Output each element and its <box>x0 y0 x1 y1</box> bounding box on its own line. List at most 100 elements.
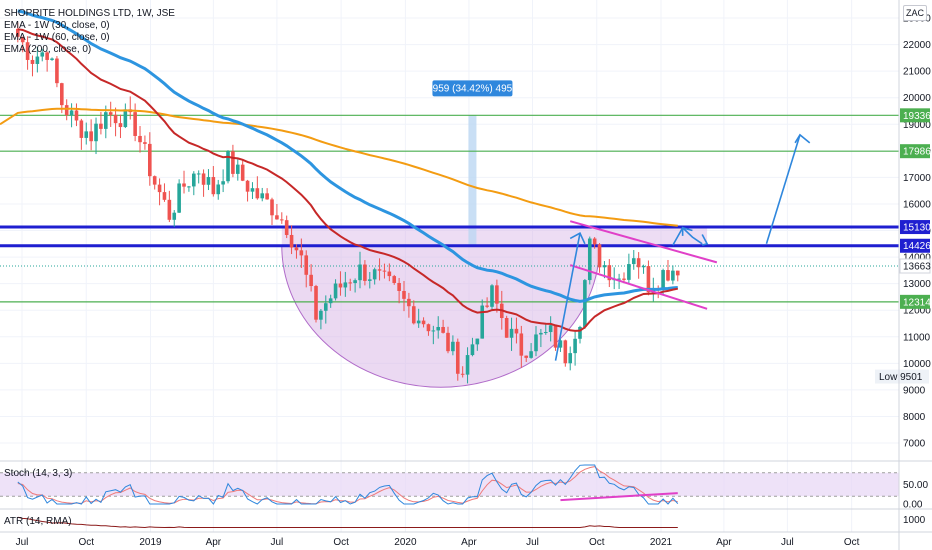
candle-body <box>118 123 123 128</box>
candle-body <box>245 180 250 192</box>
candle-body <box>441 326 445 333</box>
candle-body <box>490 285 494 307</box>
ema200-legend: EMA (200, close, 0) <box>4 44 92 55</box>
projection-arrowhead-1 <box>569 232 586 245</box>
candle-body <box>392 276 397 283</box>
candle-body <box>216 184 221 195</box>
stoch-k-line <box>17 464 679 505</box>
candle-body <box>607 265 612 281</box>
candle-body <box>539 332 543 335</box>
candle-body <box>460 373 465 375</box>
candle-body <box>495 285 499 304</box>
stoch-tick-label: 50.00 <box>903 480 928 491</box>
candle-body <box>372 269 377 280</box>
candle-body <box>289 234 294 248</box>
candle-body <box>226 151 230 182</box>
level-tag-text: 19336 <box>903 111 931 122</box>
level-tag <box>900 238 930 253</box>
channel-lower <box>569 264 708 310</box>
level-tag-text: 17986 <box>903 147 931 158</box>
candle-body <box>314 286 318 320</box>
candle-body <box>382 270 387 272</box>
price-tick-label: 22000 <box>903 40 931 51</box>
low-marker-box <box>875 369 929 384</box>
candle-body <box>455 341 460 374</box>
price-tick-label: 8000 <box>903 412 926 423</box>
candle-body <box>367 279 372 281</box>
candle-body <box>485 305 489 307</box>
time-tick-label: Jul <box>16 537 29 548</box>
candle-body <box>602 265 607 268</box>
candle-body <box>641 266 646 268</box>
candle-body <box>377 269 382 271</box>
candle-body <box>177 183 181 213</box>
candle-body <box>133 112 137 136</box>
time-tick-label: Jul <box>271 537 284 548</box>
price-tick-label: 12000 <box>903 306 931 317</box>
candle-body <box>94 123 98 142</box>
candle-body <box>661 270 665 289</box>
candle-body <box>201 173 206 185</box>
candle-body <box>509 328 514 338</box>
candle-body <box>323 303 328 311</box>
candle-body <box>416 320 421 324</box>
stoch-legend: Stoch (14, 3, 3) <box>4 468 73 479</box>
level-tag <box>900 294 930 309</box>
ema30-legend: EMA - 1W (30, close, 0) <box>4 20 110 31</box>
candle-body <box>524 355 529 358</box>
candle-body <box>60 83 64 106</box>
price-tick-label: 9000 <box>903 385 926 396</box>
price-tick-label: 17000 <box>903 173 931 184</box>
candle-body <box>20 36 25 43</box>
price-tick-label: 14000 <box>903 253 931 264</box>
candle-body <box>343 282 348 288</box>
candle-body <box>431 330 436 332</box>
price-tick-label: 16000 <box>903 199 931 210</box>
price-tick-label: 21000 <box>903 67 931 78</box>
candle-body <box>587 238 592 281</box>
stoch-pane <box>0 464 899 505</box>
candle-body <box>328 298 333 304</box>
candle-body <box>646 266 651 293</box>
candle-body <box>104 112 108 129</box>
candle-body <box>363 264 367 281</box>
time-tick-label: Oct <box>333 537 349 548</box>
candle-body <box>148 143 152 177</box>
candle-body <box>279 219 284 221</box>
candle-body <box>206 177 211 185</box>
candle-body <box>421 320 426 325</box>
time-axis[interactable]: Jul Oct 2019 Apr Jul Oct 2020 Apr Jul Oct 2021 Apr J… <box>16 537 860 548</box>
candle-body <box>191 173 196 187</box>
level-tag-text: 14426 <box>903 241 931 252</box>
candle-body <box>519 333 524 356</box>
candle-body <box>387 271 392 277</box>
candle-body <box>338 283 343 288</box>
candle-body <box>514 328 519 334</box>
candle-body <box>529 351 533 358</box>
stoch-band <box>0 472 899 497</box>
atr-tick-label: 1000 <box>903 515 926 526</box>
time-tick-label: Oct <box>844 537 860 548</box>
price-tick-label: 13000 <box>903 279 931 290</box>
measure-label-text: 4959 (34.42%) 4959 <box>427 83 518 94</box>
currency-badge[interactable]: ZAC <box>903 5 927 21</box>
ema30-line <box>17 28 678 332</box>
candle-body <box>30 59 35 64</box>
time-tick-label: Jul <box>781 537 794 548</box>
price-tick-label: 7000 <box>903 439 926 450</box>
candle-body <box>45 52 49 60</box>
candle-body <box>426 324 431 332</box>
candle-body <box>157 184 162 193</box>
candle-body <box>568 353 573 364</box>
candles <box>16 22 680 384</box>
candle-body <box>666 270 670 281</box>
projection-arrowhead-3 <box>701 234 709 246</box>
price-axis[interactable]: 7000800090001000011000120001300014000150… <box>875 14 931 527</box>
measure-label: 4959 (34.42%) 4959 <box>427 80 518 97</box>
candle-body <box>172 212 177 220</box>
candle-body <box>578 326 582 339</box>
candle-body <box>55 58 59 84</box>
candle-body <box>84 131 89 138</box>
